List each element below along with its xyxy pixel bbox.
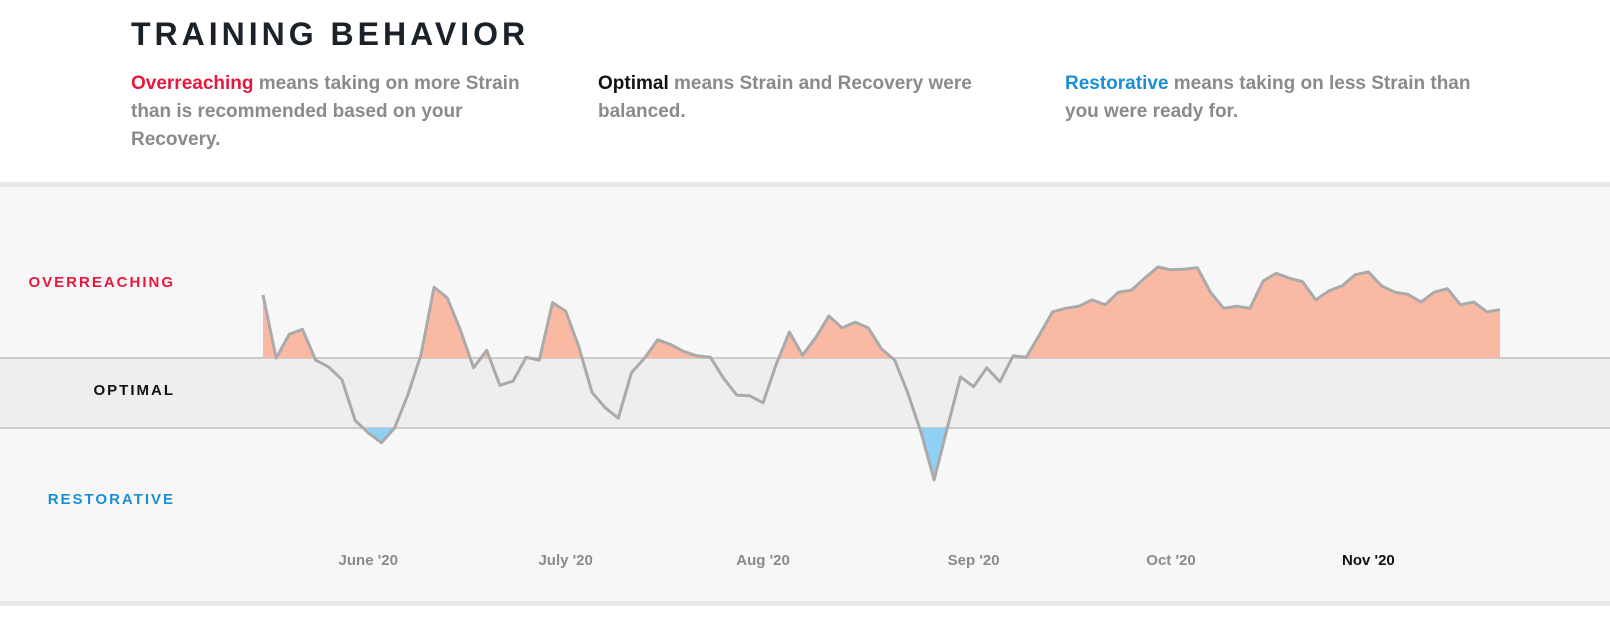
x-tick-label: June '20 xyxy=(339,552,398,569)
header: TRAINING BEHAVIOR Overreaching means tak… xyxy=(0,0,1610,183)
top-border xyxy=(0,182,1610,187)
strain-line xyxy=(261,265,1501,482)
x-tick-label: Nov '20 xyxy=(1342,552,1395,569)
x-tick-label: July '20 xyxy=(538,552,592,569)
definition: Optimal means Strain and Recovery were b… xyxy=(598,70,1018,126)
x-tick-label: Aug '20 xyxy=(736,552,790,569)
title: TRAINING BEHAVIOR xyxy=(131,16,530,52)
band-label: OVERREACHING xyxy=(28,274,175,291)
term: Optimal xyxy=(598,73,669,94)
x-tick-label: Oct '20 xyxy=(1146,552,1195,569)
overreaching-area xyxy=(263,267,1500,358)
restorative-area xyxy=(263,428,1500,480)
definition-text: means taking on less Strain than you wer… xyxy=(1065,73,1471,122)
definition: Restorative means taking on less Strain … xyxy=(1065,70,1485,126)
definition-text: means Strain and Recovery were balanced. xyxy=(598,73,972,122)
band-label: RESTORATIVE xyxy=(48,491,175,508)
x-tick-label: Sep '20 xyxy=(948,552,1000,569)
band-label: OPTIMAL xyxy=(94,382,176,399)
definition-text: means taking on more Strain than is reco… xyxy=(131,73,520,150)
bottom-border xyxy=(0,601,1610,606)
term: Overreaching xyxy=(131,73,254,94)
optimal-band xyxy=(0,358,1610,428)
term: Restorative xyxy=(1065,73,1169,94)
definition: Overreaching means taking on more Strain… xyxy=(131,70,551,154)
